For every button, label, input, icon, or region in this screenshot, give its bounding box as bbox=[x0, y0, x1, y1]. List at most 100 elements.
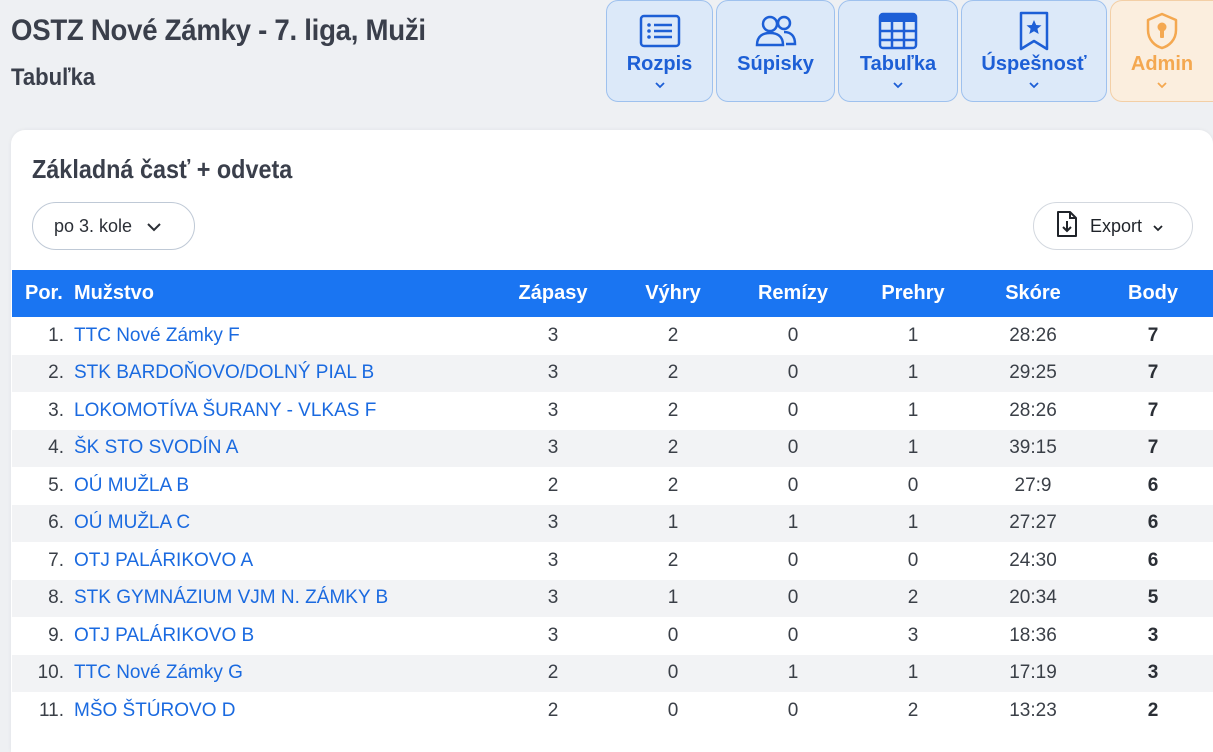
losses-cell: 1 bbox=[907, 437, 919, 459]
list-icon bbox=[639, 13, 681, 49]
draws-cell: 0 bbox=[787, 699, 799, 721]
table-row: 1. TTC Nové Zámky F 3 2 0 1 28:26 7 bbox=[12, 317, 1213, 355]
chevron-down-icon bbox=[892, 76, 904, 89]
matches-cell: 2 bbox=[547, 662, 559, 684]
losses-cell: 1 bbox=[907, 362, 919, 384]
points-cell: 7 bbox=[1147, 324, 1159, 346]
draws-cell: 0 bbox=[787, 474, 799, 496]
losses-cell: 2 bbox=[907, 699, 919, 721]
position-cell: 5. bbox=[48, 474, 64, 496]
table-row: 7. OTJ PALÁRIKOVO A 3 2 0 0 24:30 6 bbox=[12, 542, 1213, 580]
nav-admin-button[interactable]: Admin bbox=[1110, 0, 1213, 102]
wins-cell: 2 bbox=[667, 324, 679, 346]
table-row: 10. TTC Nové Zámky G 2 0 1 1 17:19 3 bbox=[12, 654, 1213, 692]
position-cell: 2. bbox=[48, 362, 64, 384]
matches-cell: 3 bbox=[547, 587, 559, 609]
standings-table: Por. Mužstvo Zápasy Výhry Remízy Prehry … bbox=[12, 270, 1213, 730]
score-cell: 18:36 bbox=[1009, 624, 1057, 646]
losses-cell: 1 bbox=[907, 324, 919, 346]
team-link[interactable]: STK BARDOŇOVO/DOLNÝ PIAL B bbox=[74, 362, 375, 384]
col-header-score: Skóre bbox=[1005, 282, 1061, 304]
matches-cell: 2 bbox=[547, 474, 559, 496]
export-button[interactable]: Export bbox=[1033, 202, 1193, 250]
draws-cell: 0 bbox=[787, 324, 799, 346]
team-link[interactable]: TTC Nové Zámky G bbox=[74, 662, 243, 684]
score-cell: 13:23 bbox=[1009, 699, 1057, 721]
nav-rozpis-button[interactable]: Rozpis bbox=[606, 0, 713, 102]
losses-cell: 0 bbox=[907, 549, 919, 571]
matches-cell: 3 bbox=[547, 399, 559, 421]
position-cell: 11. bbox=[38, 699, 64, 721]
wins-cell: 1 bbox=[667, 587, 679, 609]
points-cell: 7 bbox=[1147, 437, 1159, 459]
draws-cell: 1 bbox=[787, 512, 799, 534]
nav-uspesnost-button[interactable]: Úspešnosť bbox=[961, 0, 1107, 102]
nav-tabulka-label: Tabuľka bbox=[859, 53, 937, 75]
page-title: OSTZ Nové Zámky - 7. liga, Muži bbox=[11, 14, 426, 47]
score-cell: 28:26 bbox=[1009, 324, 1057, 346]
col-header-points: Body bbox=[1128, 282, 1178, 304]
table-icon bbox=[878, 12, 918, 50]
losses-cell: 3 bbox=[907, 624, 919, 646]
nav-tabulka-button[interactable]: Tabuľka bbox=[838, 0, 958, 102]
team-link[interactable]: MŠO ŠTÚROVO D bbox=[74, 699, 236, 721]
wins-cell: 2 bbox=[667, 474, 679, 496]
col-header-matches: Zápasy bbox=[518, 282, 588, 304]
bookmark-star-icon bbox=[1018, 11, 1050, 51]
team-link[interactable]: STK GYMNÁZIUM VJM N. ZÁMKY B bbox=[74, 587, 389, 609]
team-link[interactable]: OÚ MUŽLA C bbox=[74, 512, 191, 534]
team-link[interactable]: TTC Nové Zámky F bbox=[74, 324, 240, 346]
wins-cell: 0 bbox=[667, 699, 679, 721]
export-label: Export bbox=[1090, 215, 1143, 236]
matches-cell: 3 bbox=[547, 437, 559, 459]
team-link[interactable]: OTJ PALÁRIKOVO B bbox=[74, 624, 255, 646]
nav-supisky-button[interactable]: Súpisky bbox=[716, 0, 835, 102]
col-header-losses: Prehry bbox=[881, 282, 945, 304]
standings-card: Základná časť + odveta po 3. kole Export… bbox=[11, 130, 1213, 752]
team-link[interactable]: LOKOMOTÍVA ŠURANY - VLKAS F bbox=[74, 399, 377, 421]
matches-cell: 3 bbox=[547, 324, 559, 346]
nav-supisky-label: Súpisky bbox=[737, 53, 814, 75]
section-title: Základná časť + odveta bbox=[32, 154, 293, 184]
draws-cell: 0 bbox=[787, 624, 799, 646]
table-row: 9. OTJ PALÁRIKOVO B 3 0 0 3 18:36 3 bbox=[12, 617, 1213, 655]
team-link[interactable]: OTJ PALÁRIKOVO A bbox=[74, 549, 254, 571]
score-cell: 28:26 bbox=[1009, 399, 1057, 421]
file-export-icon bbox=[1056, 210, 1078, 243]
nav-uspesnost-label: Úspešnosť bbox=[981, 53, 1087, 75]
score-cell: 17:19 bbox=[1009, 662, 1057, 684]
users-icon bbox=[754, 13, 798, 49]
page-subtitle: Tabuľka bbox=[11, 64, 96, 91]
nav-admin-label: Admin bbox=[1130, 53, 1194, 75]
team-link[interactable]: OÚ MUŽLA B bbox=[74, 474, 190, 496]
round-select-value: po 3. kole bbox=[54, 215, 133, 236]
position-cell: 6. bbox=[48, 512, 64, 534]
points-cell: 5 bbox=[1147, 587, 1159, 609]
wins-cell: 2 bbox=[667, 399, 679, 421]
matches-cell: 3 bbox=[547, 549, 559, 571]
keyhole-icon bbox=[1145, 12, 1179, 50]
position-cell: 9. bbox=[48, 624, 64, 646]
matches-cell: 3 bbox=[547, 624, 559, 646]
chevron-down-icon bbox=[1156, 76, 1168, 89]
points-cell: 6 bbox=[1147, 474, 1159, 496]
round-select[interactable]: po 3. kole bbox=[32, 202, 195, 250]
table-row: 2. STK BARDOŇOVO/DOLNÝ PIAL B 3 2 0 1 29:25 7 bbox=[12, 354, 1213, 392]
score-cell: 27:9 bbox=[1014, 474, 1052, 496]
draws-cell: 0 bbox=[787, 587, 799, 609]
position-cell: 4. bbox=[48, 437, 64, 459]
table-row: 4. ŠK STO SVODÍN A 3 2 0 1 39:15 7 bbox=[12, 429, 1213, 467]
position-cell: 1. bbox=[48, 324, 64, 346]
position-cell: 7. bbox=[48, 549, 64, 571]
matches-cell: 2 bbox=[547, 699, 559, 721]
points-cell: 3 bbox=[1147, 662, 1159, 684]
wins-cell: 2 bbox=[667, 549, 679, 571]
chevron-down-icon bbox=[654, 76, 666, 89]
col-header-position: Por. bbox=[25, 282, 63, 304]
table-row: 8. STK GYMNÁZIUM VJM N. ZÁMKY B 3 1 0 2 20:34 5 bbox=[12, 579, 1213, 617]
team-link[interactable]: ŠK STO SVODÍN A bbox=[74, 437, 239, 459]
wins-cell: 2 bbox=[667, 362, 679, 384]
matches-cell: 3 bbox=[547, 362, 559, 384]
col-header-draws: Remízy bbox=[757, 282, 829, 304]
position-cell: 3. bbox=[48, 399, 64, 421]
